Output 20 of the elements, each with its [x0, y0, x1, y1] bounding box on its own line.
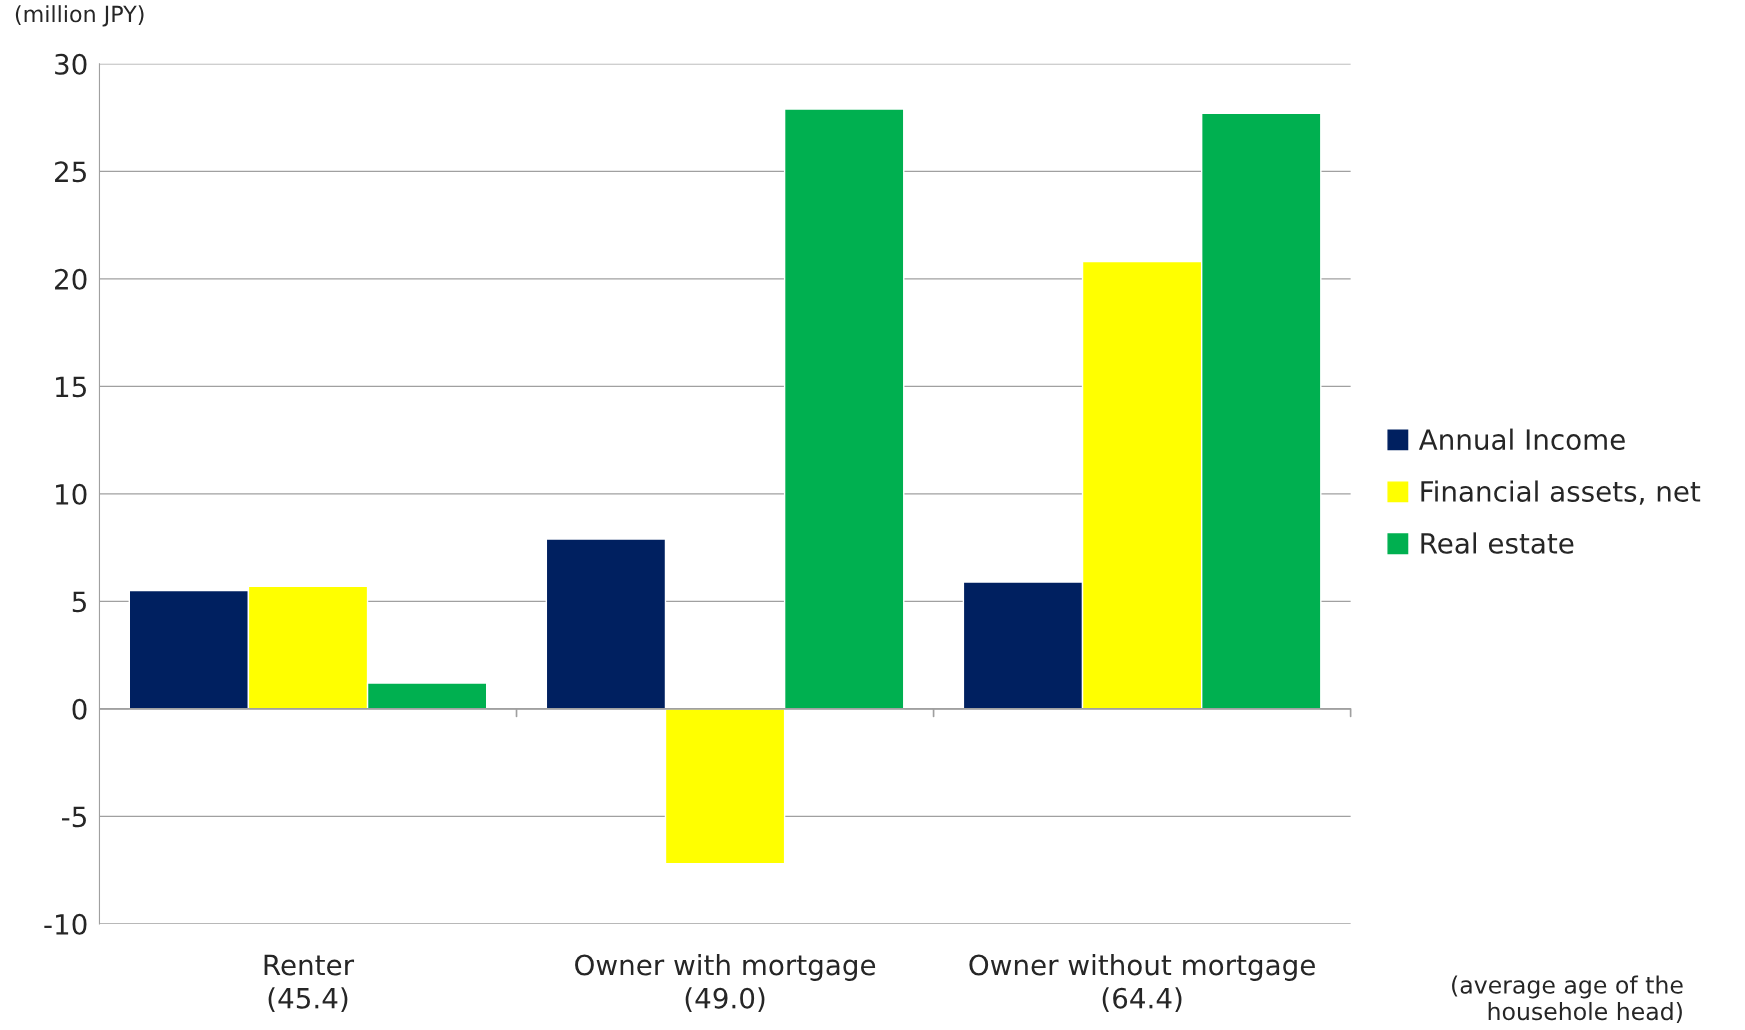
y-axis-title: (million JPY): [15, 5, 144, 27]
x-tick-label: Renter (45.4): [264, 954, 355, 1012]
y-tick-label: 15: [56, 376, 86, 398]
y-tick-label: 10: [56, 483, 87, 505]
legend-label: Financial assets, net: [1421, 480, 1701, 505]
y-tick-label: -10: [44, 913, 87, 935]
y-tick-label: 25: [55, 161, 86, 183]
bar: [783, 108, 905, 710]
legend-label: Annual Income: [1418, 428, 1625, 451]
y-tick-label: 20: [55, 268, 87, 290]
x-tick-label: Owner with mortgage (49.0): [575, 954, 876, 1012]
y-tick-label: 0: [72, 698, 87, 720]
x-tick-label: Owner without mortgage (64.4): [969, 954, 1315, 1012]
y-tick-label: -5: [62, 806, 86, 828]
bar: [664, 708, 786, 865]
text: (average age of the househole head): [1452, 975, 1683, 1024]
y-tick-label: 30: [55, 53, 87, 75]
y-tick-label: 5: [72, 591, 86, 613]
legend-label: Real estate: [1421, 532, 1574, 554]
bar: [545, 538, 667, 710]
